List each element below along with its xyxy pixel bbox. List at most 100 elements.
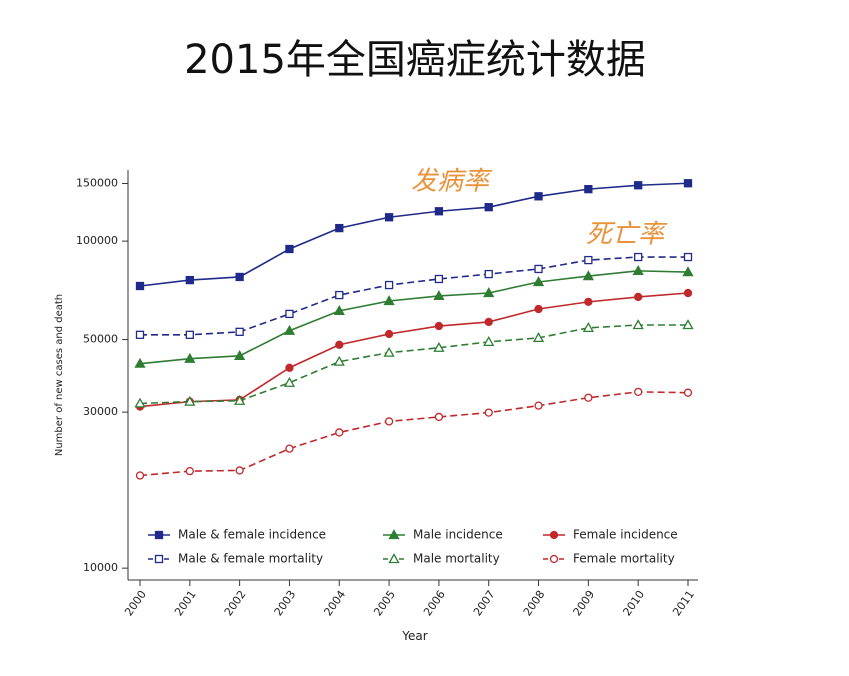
point: [534, 304, 543, 314]
point: [532, 276, 545, 287]
legend-marker: [388, 529, 400, 540]
point: [634, 292, 643, 302]
point: [134, 397, 146, 408]
point: [632, 265, 644, 276]
legend-marker: [154, 530, 164, 540]
point: [384, 417, 394, 426]
point: [383, 346, 395, 357]
point: [634, 252, 643, 262]
point: [184, 352, 196, 363]
legend-marker: [549, 554, 559, 564]
legend-label: Female incidence: [573, 528, 678, 542]
point: [285, 363, 294, 372]
point: [185, 275, 194, 285]
point: [582, 270, 594, 281]
point: [184, 395, 196, 406]
point: [335, 340, 344, 349]
point: [682, 266, 694, 277]
point: [484, 269, 493, 279]
point: [584, 255, 593, 265]
series-line: [139, 391, 689, 477]
point: [683, 388, 693, 397]
point: [384, 329, 394, 339]
point: [534, 192, 543, 201]
point: [283, 324, 296, 335]
point: [235, 272, 244, 282]
point: [384, 280, 394, 290]
point: [634, 181, 643, 190]
point: [235, 466, 244, 475]
x-tick-label: 2005: [371, 588, 398, 618]
x-tick-label: 2009: [571, 588, 598, 618]
point: [534, 401, 543, 410]
point: [434, 321, 444, 331]
x-tick-label: 2006: [421, 588, 448, 618]
point: [683, 288, 693, 298]
point: [283, 376, 296, 387]
x-tick-label: 2003: [272, 588, 299, 618]
point: [285, 244, 294, 254]
series-line: [139, 182, 689, 287]
point: [285, 444, 294, 453]
chart-title: 2015年全国癌症统计数据: [184, 37, 646, 83]
x-tick-label: 2002: [222, 588, 249, 618]
y-tick-label: 150000: [76, 177, 118, 190]
series-line: [139, 324, 688, 405]
point: [135, 471, 145, 480]
point: [484, 408, 493, 417]
legend-marker: [549, 530, 559, 540]
y-tick-label: 10000: [83, 561, 118, 574]
legend-label: Male & female mortality: [178, 552, 323, 566]
point: [433, 341, 445, 352]
point: [433, 290, 445, 301]
point: [185, 466, 194, 476]
point: [582, 322, 594, 333]
point: [185, 330, 194, 339]
point: [234, 394, 246, 405]
point: [285, 309, 294, 319]
point: [234, 349, 246, 360]
point: [335, 428, 344, 437]
annotation: 发病率: [411, 167, 493, 197]
series-line: [139, 292, 689, 408]
legend-label: Male & female incidence: [178, 528, 326, 542]
legend-label: Female mortality: [573, 552, 675, 566]
point: [135, 330, 145, 339]
x-tick-label: 2001: [172, 588, 199, 618]
point: [683, 252, 693, 262]
y-tick-label: 30000: [83, 405, 118, 418]
point: [682, 319, 694, 330]
point: [383, 295, 395, 306]
x-tick-label: 2007: [471, 588, 498, 618]
point: [134, 357, 146, 368]
point: [484, 203, 493, 212]
series-line: [140, 256, 688, 336]
point: [483, 287, 495, 298]
point: [235, 327, 244, 336]
y-axis-label: Number of new cases and death: [54, 294, 65, 456]
point: [634, 387, 643, 397]
point: [135, 281, 145, 291]
point: [333, 355, 345, 366]
point: [335, 223, 344, 233]
point: [484, 317, 493, 327]
point: [434, 207, 444, 216]
point: [483, 336, 495, 347]
annotation: 死亡率: [586, 220, 668, 250]
point: [532, 332, 545, 343]
point: [584, 184, 593, 194]
point: [335, 290, 344, 300]
x-tick-label: 2008: [521, 588, 548, 618]
point: [434, 412, 444, 422]
x-tick-label: 2004: [321, 588, 348, 618]
point: [534, 264, 543, 274]
x-tick-label: 2011: [670, 588, 697, 618]
legend-label: Male incidence: [413, 528, 503, 542]
point: [632, 319, 644, 330]
point: [584, 297, 593, 307]
legend-label: Male mortality: [413, 552, 500, 566]
x-tick-label: 2000: [122, 588, 149, 618]
x-axis-label: Year: [401, 629, 427, 643]
point: [333, 305, 345, 316]
